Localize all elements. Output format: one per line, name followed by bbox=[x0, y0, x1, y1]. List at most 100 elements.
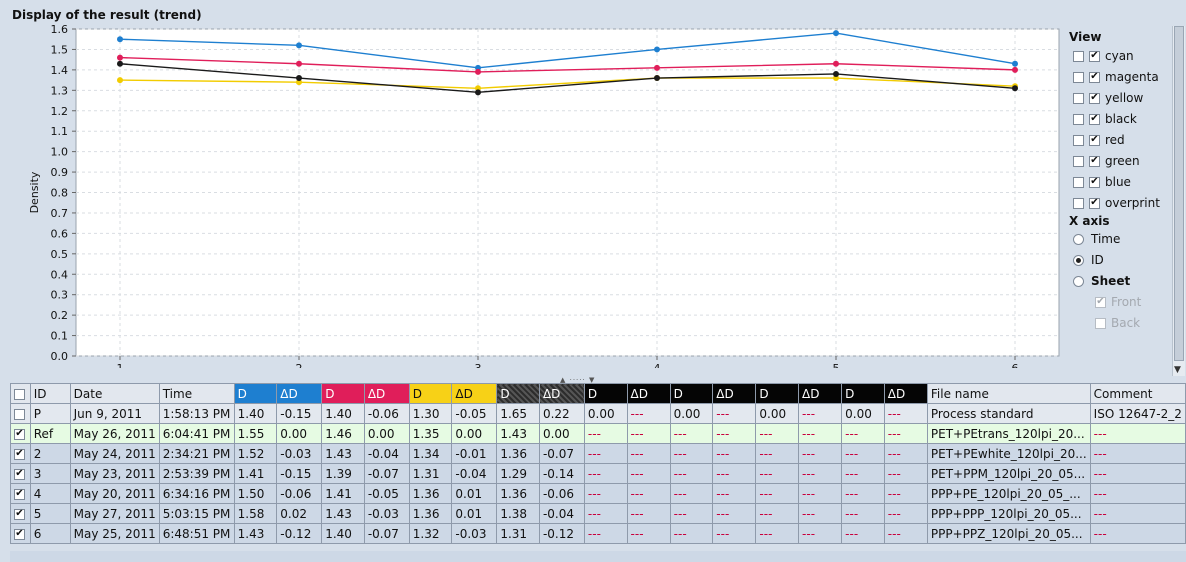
column-header[interactable]: Time bbox=[158, 383, 235, 404]
visibility-checkbox[interactable] bbox=[1073, 50, 1084, 62]
show-series-checkbox[interactable]: ✔ bbox=[1089, 50, 1100, 62]
visibility-checkbox[interactable] bbox=[1073, 176, 1084, 188]
row-select-cell[interactable]: ✔ bbox=[10, 443, 31, 464]
cell-value: 1.40 bbox=[233, 403, 278, 424]
show-series-checkbox[interactable]: ✔ bbox=[1089, 155, 1100, 167]
row-checkbox[interactable]: ✔ bbox=[14, 448, 25, 460]
row-select-cell[interactable]: ✔ bbox=[10, 523, 31, 544]
cell-value: --- bbox=[798, 483, 843, 504]
xaxis-option-time[interactable]: Time bbox=[1073, 230, 1120, 248]
view-item-overprint[interactable]: ✔ overprint bbox=[1073, 194, 1160, 212]
visibility-checkbox[interactable] bbox=[1073, 134, 1084, 146]
view-item-yellow[interactable]: ✔ yellow bbox=[1073, 89, 1143, 107]
cell-value: --- bbox=[669, 443, 714, 464]
select-all-checkbox[interactable] bbox=[14, 388, 25, 400]
column-header[interactable]: ΔD bbox=[363, 383, 410, 404]
y-tick-label: 0.1 bbox=[51, 330, 69, 343]
visibility-checkbox[interactable] bbox=[1073, 71, 1084, 83]
row-select-cell[interactable]: ✔ bbox=[10, 463, 31, 484]
scrollbar-thumb[interactable] bbox=[1174, 26, 1184, 361]
splitter[interactable]: ▲ ····· ▼ bbox=[0, 376, 1186, 384]
column-header[interactable]: Comment bbox=[1089, 383, 1186, 404]
table-row[interactable]: P Jun 9, 2011 1:58:13 PM 1.40 -0.15 1.40 -0.06… bbox=[10, 403, 1186, 424]
visibility-checkbox[interactable] bbox=[1073, 92, 1084, 104]
view-item-cyan[interactable]: ✔ cyan bbox=[1073, 47, 1134, 65]
x-tick-label: 6 bbox=[1012, 362, 1019, 368]
column-header[interactable]: Date bbox=[69, 383, 160, 404]
column-header[interactable]: ΔD bbox=[712, 383, 757, 404]
scroll-down-arrow-icon[interactable]: ▼ bbox=[1174, 365, 1181, 375]
column-header[interactable]: ΔD bbox=[798, 383, 843, 404]
radio-button[interactable] bbox=[1073, 254, 1084, 266]
table-row[interactable]: ✔ 5 May 27, 2011 5:03:15 PM 1.58 0.02 1.43 -0.0… bbox=[10, 503, 1186, 524]
view-item-red[interactable]: ✔ red bbox=[1073, 131, 1125, 149]
column-header[interactable]: D bbox=[669, 383, 714, 404]
column-header[interactable]: D bbox=[496, 383, 540, 404]
row-select-cell[interactable]: ✔ bbox=[10, 423, 31, 444]
radio-button[interactable] bbox=[1073, 233, 1084, 245]
row-checkbox[interactable]: ✔ bbox=[14, 528, 25, 540]
table-row[interactable]: ✔ 4 May 20, 2011 6:34:16 PM 1.50 -0.06 1.41 -0.… bbox=[10, 483, 1186, 504]
table-row[interactable]: ✔ 2 May 24, 2011 2:34:21 PM 1.52 -0.03 1.43 -0.… bbox=[10, 443, 1186, 464]
header-select-all[interactable] bbox=[10, 383, 31, 404]
view-panel-scrollbar[interactable]: ▼ bbox=[1172, 26, 1185, 376]
column-header[interactable]: ΔD bbox=[626, 383, 671, 404]
show-series-checkbox[interactable]: ✔ bbox=[1089, 113, 1100, 125]
row-checkbox[interactable]: ✔ bbox=[14, 428, 25, 440]
cell-value: 1.32 bbox=[408, 523, 453, 544]
column-header[interactable]: D bbox=[233, 383, 278, 404]
column-header[interactable]: ΔD bbox=[538, 383, 585, 404]
cell-comment: --- bbox=[1089, 483, 1186, 504]
show-series-checkbox[interactable]: ✔ bbox=[1089, 71, 1100, 83]
visibility-checkbox[interactable] bbox=[1073, 113, 1084, 125]
sheet-option-front: ✔ Front bbox=[1095, 293, 1141, 311]
xaxis-option-id[interactable]: ID bbox=[1073, 251, 1104, 269]
cell-id: P bbox=[29, 403, 71, 424]
column-header[interactable]: File name bbox=[926, 383, 1091, 404]
column-header[interactable]: D bbox=[321, 383, 365, 404]
visibility-checkbox[interactable] bbox=[1073, 197, 1084, 209]
table-row[interactable]: ✔ 3 May 23, 2011 2:53:39 PM 1.41 -0.15 1.39 -0.… bbox=[10, 463, 1186, 484]
row-checkbox[interactable]: ✔ bbox=[14, 468, 25, 480]
cell-file-name: PPP+PPP_120lpi_20_05... bbox=[926, 503, 1091, 524]
cell-value: 1.40 bbox=[321, 523, 365, 544]
column-header[interactable]: ΔD bbox=[276, 383, 323, 404]
visibility-checkbox[interactable] bbox=[1073, 155, 1084, 167]
cell-time: 1:58:13 PM bbox=[158, 403, 235, 424]
row-checkbox[interactable]: ✔ bbox=[14, 488, 25, 500]
cell-value: --- bbox=[841, 503, 885, 524]
row-select-cell[interactable]: ✔ bbox=[10, 483, 31, 504]
column-header[interactable]: ID bbox=[29, 383, 71, 404]
cell-value: --- bbox=[669, 423, 714, 444]
view-item-black[interactable]: ✔ black bbox=[1073, 110, 1137, 128]
splitter-grip-icon[interactable]: ▲ ····· ▼ bbox=[560, 376, 596, 384]
cell-time: 6:48:51 PM bbox=[158, 523, 235, 544]
view-item-green[interactable]: ✔ green bbox=[1073, 152, 1140, 170]
column-header[interactable]: D bbox=[755, 383, 800, 404]
table-row[interactable]: ✔ Ref May 26, 2011 6:04:41 PM 1.55 0.00 1.46 0.… bbox=[10, 423, 1186, 444]
show-series-checkbox[interactable]: ✔ bbox=[1089, 197, 1100, 209]
show-series-checkbox[interactable]: ✔ bbox=[1089, 134, 1100, 146]
cell-id: Ref bbox=[29, 423, 71, 444]
cell-value: 1.43 bbox=[321, 503, 365, 524]
view-item-blue[interactable]: ✔ blue bbox=[1073, 173, 1131, 191]
row-select-cell[interactable]: ✔ bbox=[10, 503, 31, 524]
radio-button[interactable] bbox=[1073, 275, 1084, 287]
row-select-cell[interactable] bbox=[10, 403, 31, 424]
row-checkbox[interactable]: ✔ bbox=[14, 508, 25, 520]
show-series-checkbox[interactable]: ✔ bbox=[1089, 92, 1100, 104]
row-checkbox[interactable] bbox=[14, 408, 25, 420]
table-row[interactable]: ✔ 6 May 25, 2011 6:48:51 PM 1.43 -0.12 1.40 -0.… bbox=[10, 523, 1186, 544]
column-header[interactable]: D bbox=[583, 383, 628, 404]
column-header[interactable]: ΔD bbox=[883, 383, 928, 404]
xaxis-option-sheet[interactable]: Sheet bbox=[1073, 272, 1130, 290]
show-series-checkbox[interactable]: ✔ bbox=[1089, 176, 1100, 188]
checkbox bbox=[1095, 317, 1106, 329]
cell-value: --- bbox=[883, 403, 928, 424]
column-header[interactable]: D bbox=[841, 383, 885, 404]
column-header[interactable]: ΔD bbox=[451, 383, 498, 404]
cell-value: 1.36 bbox=[496, 443, 540, 464]
column-header[interactable]: D bbox=[408, 383, 453, 404]
view-item-magenta[interactable]: ✔ magenta bbox=[1073, 68, 1159, 86]
checkbox: ✔ bbox=[1095, 296, 1106, 308]
